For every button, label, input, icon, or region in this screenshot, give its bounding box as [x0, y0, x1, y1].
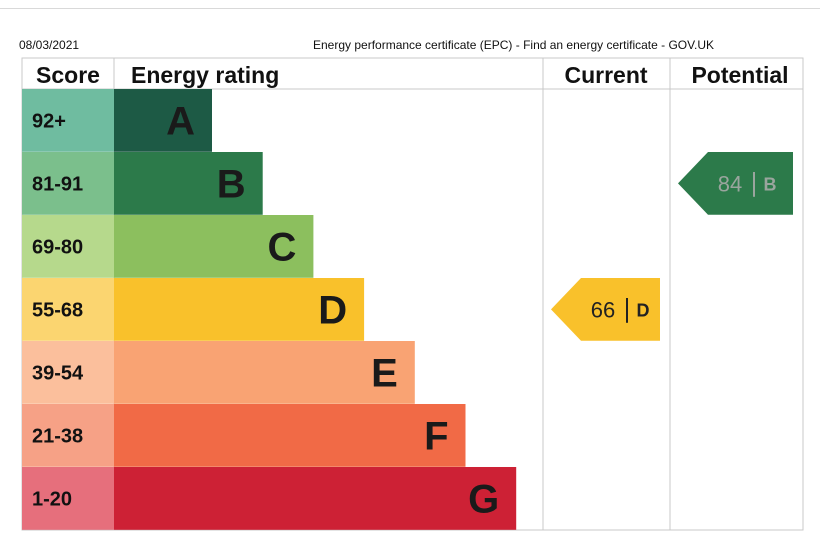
score-label-f: 21-38	[32, 425, 83, 447]
rating-letter-c: C	[268, 225, 297, 269]
score-label-a: 92+	[32, 110, 66, 132]
rating-bar-e	[114, 341, 415, 404]
score-cell-a	[22, 89, 114, 152]
score-label-c: 69-80	[32, 236, 83, 258]
potential-rating-arrow-value: 84	[718, 171, 742, 196]
header-energy-rating: Energy rating	[131, 62, 279, 88]
potential-rating-arrow-shape	[678, 152, 793, 215]
rating-letter-f: F	[424, 414, 448, 458]
score-label-b: 81-91	[32, 173, 83, 195]
score-label-d: 55-68	[32, 299, 83, 321]
score-cell-b	[22, 152, 114, 215]
top-divider	[0, 8, 820, 9]
rating-letter-d: D	[318, 288, 347, 332]
rating-bar-d	[114, 278, 365, 341]
score-cell-f	[22, 404, 114, 467]
potential-rating-arrow: 84 B	[678, 152, 793, 215]
rating-bar-g	[114, 467, 517, 530]
print-date: 08/03/2021	[19, 38, 80, 52]
rating-bands: 92+ A 81-91 B 69-80 C 55-68 D 39-54 E 21-38 F 1-20 G	[22, 89, 517, 530]
header-potential: Potential	[691, 62, 788, 88]
document-title: Energy performance certificate (EPC) - F…	[313, 38, 715, 52]
rating-letter-e: E	[371, 351, 398, 395]
current-rating-arrow-shape	[551, 278, 660, 341]
current-rating-arrow: 66 D	[551, 278, 660, 341]
score-label-e: 39-54	[32, 362, 84, 384]
score-label-g: 1-20	[32, 488, 72, 510]
rating-letter-b: B	[217, 162, 246, 206]
potential-rating-arrow-letter: B	[764, 174, 777, 194]
score-cell-e	[22, 341, 114, 404]
chart-headers: Score Energy rating Current Potential	[36, 62, 789, 88]
rating-arrows: 66 D 84 B	[551, 152, 793, 341]
current-rating-arrow-value: 66	[591, 297, 615, 322]
rating-bar-f	[114, 404, 466, 467]
score-cell-d	[22, 278, 114, 341]
rating-bar-a	[114, 89, 212, 152]
rating-letter-g: G	[468, 477, 499, 521]
score-cell-g	[22, 467, 114, 530]
current-rating-arrow-letter: D	[637, 300, 650, 320]
score-cell-c	[22, 215, 114, 278]
header-score: Score	[36, 62, 100, 88]
rating-bar-c	[114, 215, 314, 278]
rating-letter-a: A	[166, 99, 195, 143]
rating-bar-b	[114, 152, 263, 215]
header-current: Current	[564, 62, 647, 88]
